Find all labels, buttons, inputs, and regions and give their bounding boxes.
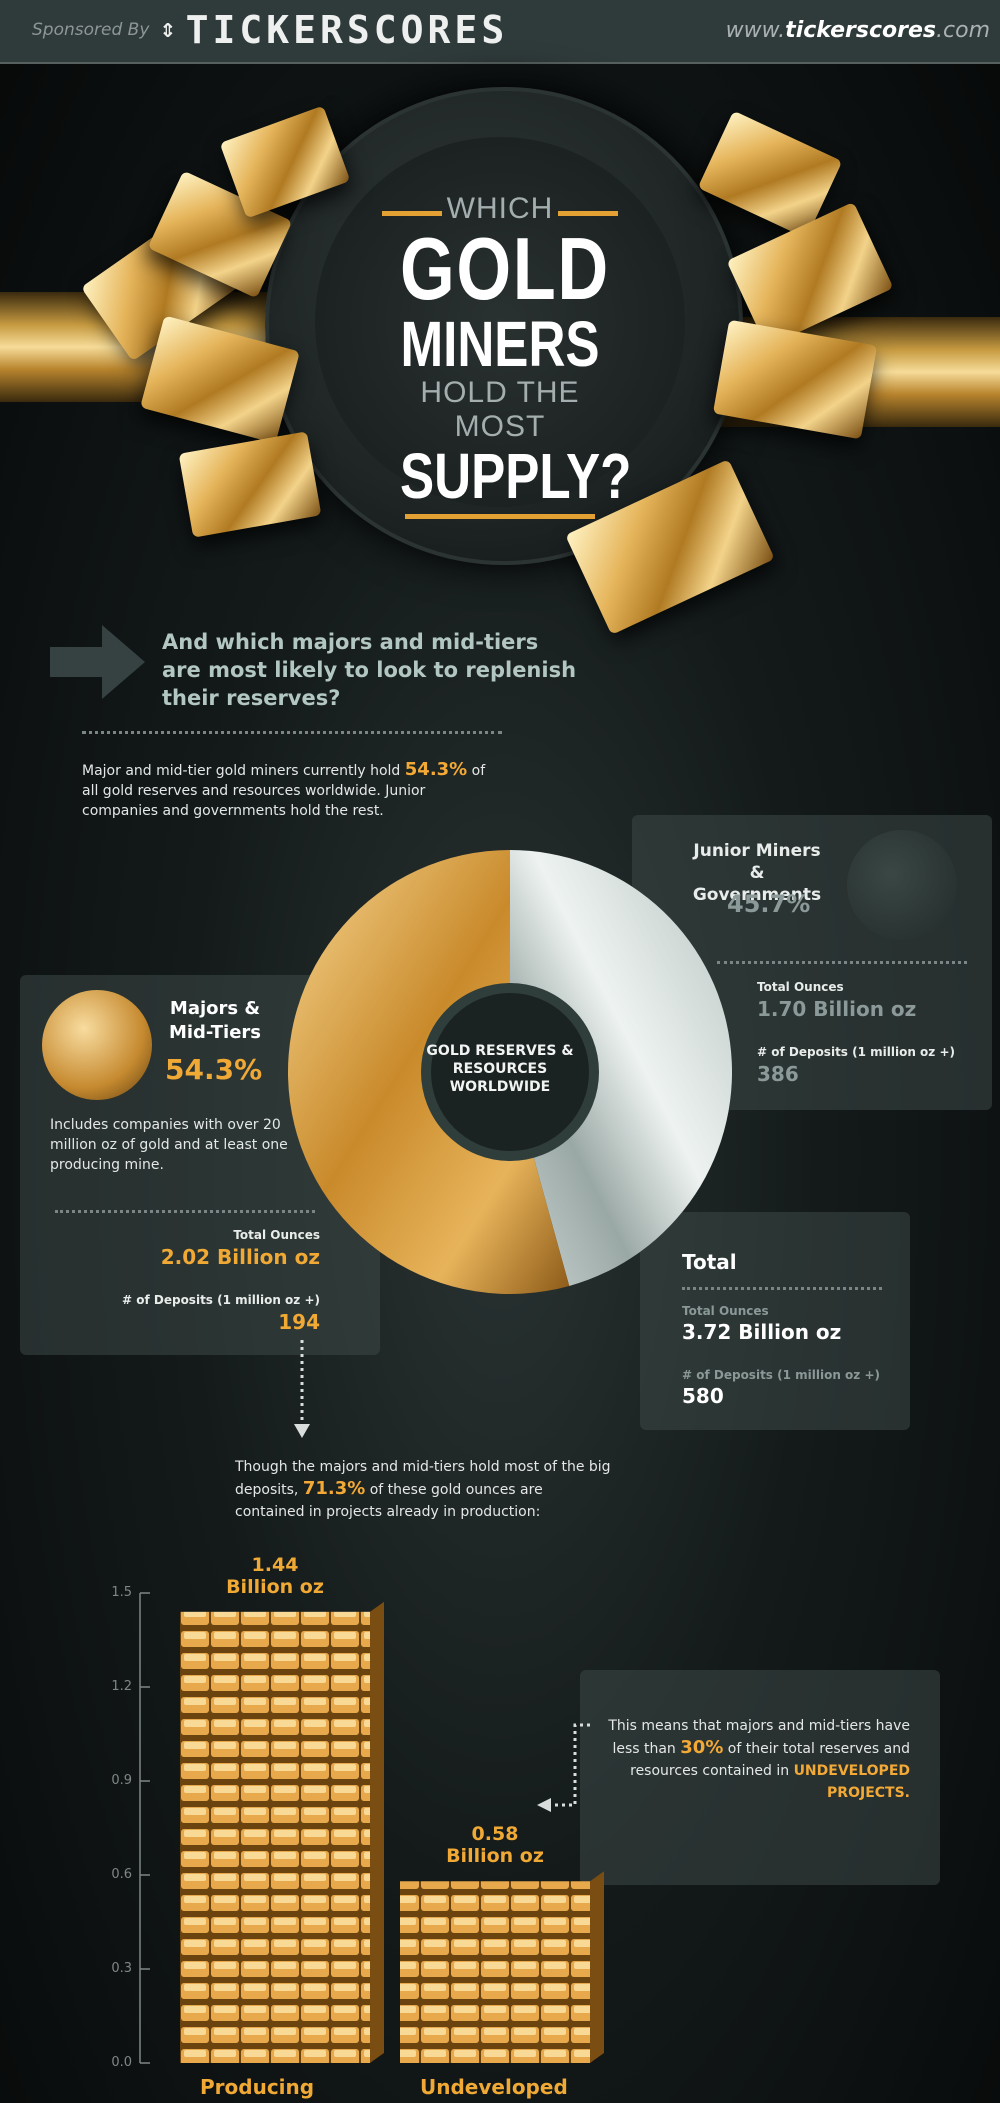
hero-inner-circle <box>315 137 685 507</box>
majors-ounces: 2.02 Billion oz <box>160 1245 320 1269</box>
donut-chart <box>288 850 732 1294</box>
production-text-after: of these gold ounces are contained in pr… <box>235 1482 543 1520</box>
production-text: Though the majors and mid-tiers hold mos… <box>235 1456 615 1523</box>
junior-ounces-label: Total Ounces <box>757 980 844 994</box>
intro-text-after: of all gold reserves and resources world… <box>82 763 486 819</box>
y-tick-label: 0.9 <box>111 1773 132 1788</box>
brand-name: TICKERSCORES <box>185 8 509 52</box>
hero-title: WHICH GOLD MINERS HOLD THE MOST SUPPLY? <box>375 192 632 519</box>
y-tick-label: 0.0 <box>111 2055 132 2070</box>
site-suffix: .com <box>936 18 990 43</box>
gold-rule <box>557 211 618 217</box>
site-link[interactable]: www.tickerscores.com <box>726 18 990 43</box>
junior-deposits: 386 <box>757 1062 799 1086</box>
donut-hole <box>421 983 599 1161</box>
bar-category-label: Producing <box>200 2075 315 2099</box>
donut-center-label: GOLD RESERVES & RESOURCES WORLDWIDE <box>426 1043 574 1095</box>
total-ounces-label: Total Ounces <box>682 1304 769 1318</box>
majors-swatch <box>42 990 152 1100</box>
production-highlight: 71.3% <box>302 1478 366 1499</box>
hero-line-which: WHICH <box>375 192 625 226</box>
intro-highlight: 54.3% <box>404 759 468 780</box>
junior-title: Junior Miners & Governments <box>692 841 822 905</box>
majors-percent: 54.3% <box>165 1053 263 1086</box>
brand-logo[interactable]: ⇕ TICKERSCORES <box>160 8 508 52</box>
pie-slice-majors <box>288 850 570 1294</box>
y-tick-label: 1.5 <box>111 1585 132 1600</box>
bar-side-producing <box>370 1601 384 2063</box>
site-name: tickerscores <box>785 18 937 43</box>
arrow-icon <box>50 625 145 699</box>
hero-text-gold: GOLD <box>400 219 610 318</box>
bar-category-label: Undeveloped <box>420 2075 568 2099</box>
total-deposits-label: # of Deposits (1 million oz +) <box>682 1368 880 1382</box>
gold-rule-bottom <box>405 514 595 519</box>
majors-desc: Includes companies with over 20 million … <box>50 1117 288 1173</box>
bar-value-label: 1.44 Billion oz <box>226 1553 324 1598</box>
total-panel: Total Total Ounces 3.72 Billion oz # of … <box>640 1212 910 1430</box>
hero-text-supply: SUPPLY? <box>400 440 632 512</box>
divider <box>682 1287 882 1290</box>
total-title: Total <box>682 1250 737 1274</box>
intro-text-before: Major and mid-tier gold miners currently… <box>82 763 405 779</box>
sponsored-label: Sponsored By <box>32 20 150 40</box>
junior-deposits-label: # of Deposits (1 million oz +) <box>757 1045 955 1059</box>
y-tick-label: 1.2 <box>111 1679 132 1694</box>
note-text-mid: of their total reserves and resources co… <box>630 1741 910 1779</box>
majors-title: Majors & Mid-Tiers <box>168 998 262 1043</box>
dotted-connector-icon <box>537 1723 590 1812</box>
bar-undeveloped <box>400 1881 590 2063</box>
y-tick-label: 0.6 <box>111 1867 132 1882</box>
gold-rule <box>382 211 443 217</box>
majors-deposits: 194 <box>278 1310 320 1334</box>
note-highlight: 30% <box>680 1737 724 1758</box>
total-deposits: 580 <box>682 1384 724 1408</box>
intro-question: And which majors and mid-tiers are most … <box>162 630 577 710</box>
y-tick-label: 0.3 <box>111 1961 132 1976</box>
dotted-arrow-icon <box>294 1340 310 1438</box>
total-ounces: 3.72 Billion oz <box>682 1320 842 1344</box>
divider <box>55 1210 315 1213</box>
hero: WHICH GOLD MINERS HOLD THE MOST SUPPLY? <box>0 62 1000 642</box>
bar-side-undeveloped <box>590 1871 604 2063</box>
junior-percent: 45.7% <box>727 890 811 918</box>
intro-text: Major and mid-tier gold miners currently… <box>82 760 502 821</box>
divider <box>717 961 967 964</box>
top-bar: Sponsored By ⇕ TICKERSCORES www.tickersco… <box>0 0 1000 64</box>
note-highlight-2: UNDEVELOPED PROJECTS. <box>793 1763 910 1801</box>
hero-text-which: WHICH <box>446 192 554 225</box>
junior-ounces: 1.70 Billion oz <box>757 997 917 1021</box>
bar-producing <box>180 1611 370 2063</box>
pie-slice-juniors <box>510 850 732 1286</box>
note-text: This means that majors and mid-tiers hav… <box>590 1715 910 1804</box>
hero-text-miners: MINERS <box>400 308 600 380</box>
note-panel <box>580 1670 940 1885</box>
divider <box>82 731 502 734</box>
production-text-before: Though the majors and mid-tiers hold mos… <box>235 1459 611 1498</box>
bar-chart <box>139 1592 604 2064</box>
junior-swatch <box>847 830 957 940</box>
majors-ounces-label: Total Ounces <box>233 1228 320 1242</box>
ticker-arrows-icon: ⇕ <box>160 14 180 44</box>
majors-deposits-label: # of Deposits (1 million oz +) <box>122 1293 320 1307</box>
hero-text-hold: HOLD THE MOST <box>420 376 580 443</box>
gold-bar-image <box>178 431 322 538</box>
note-text-before: This means that majors and mid-tiers hav… <box>608 1718 910 1757</box>
site-prefix: www. <box>725 18 786 43</box>
bar-value-label: 0.58 Billion oz <box>446 1823 544 1868</box>
